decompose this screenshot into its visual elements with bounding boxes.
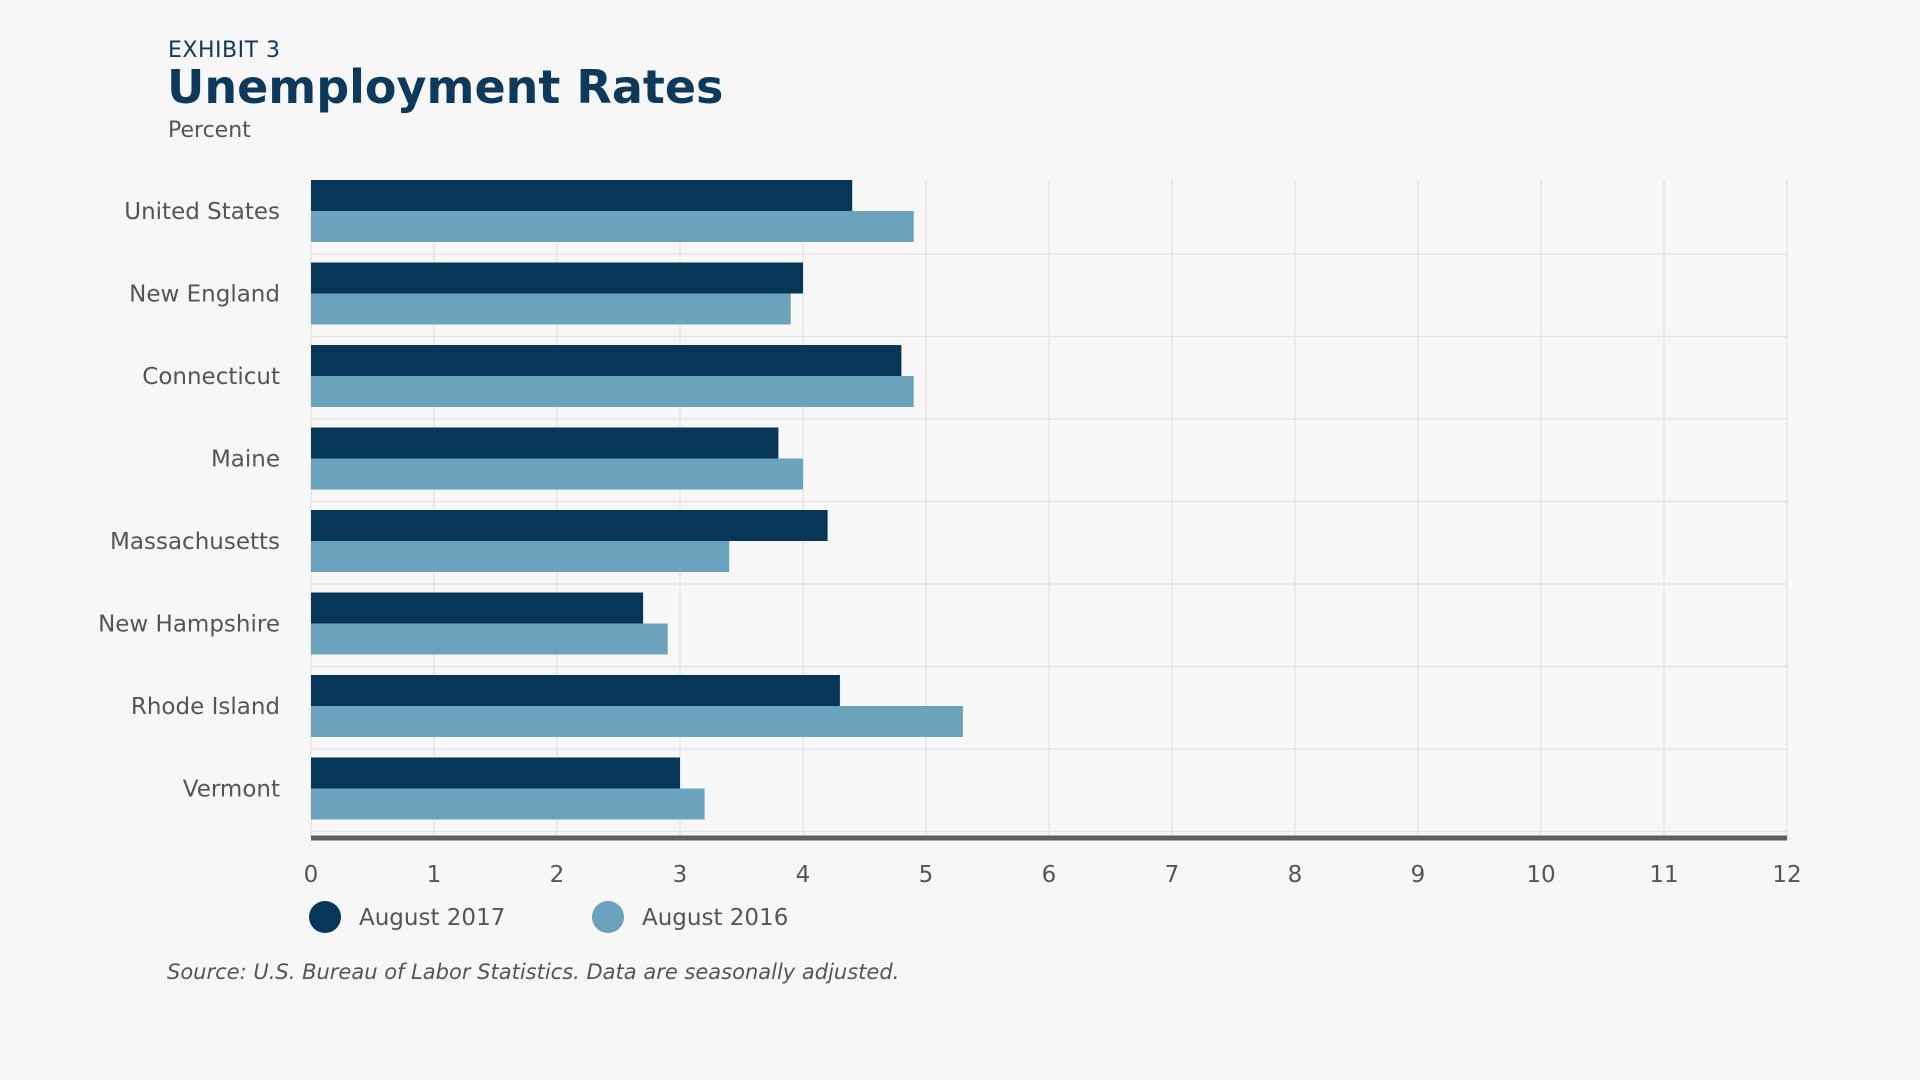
legend: August 2017 August 2016 [309,901,788,933]
category-labels: United States New England Connecticut Maine… [98,199,280,803]
category-label: Maine [211,447,280,473]
chart-subtitle: Percent [168,118,251,143]
bar-2016 [311,458,803,490]
bar-2016 [311,706,963,737]
bars [311,180,963,820]
x-tick-label: 9 [1411,862,1426,888]
x-tick-label: 7 [1165,862,1180,888]
x-tick-label: 12 [1772,862,1801,888]
source-note: Source: U.S. Bureau of Labor Statistics.… [167,960,900,984]
bar-2016 [311,788,705,820]
x-tick-label: 10 [1526,862,1555,888]
legend-swatch [592,901,624,933]
x-tick-label: 4 [796,862,811,888]
x-axis: 0 1 2 3 4 5 6 7 8 9 10 11 12 [304,835,1802,888]
bar-2016 [311,293,791,325]
x-tick-label: 3 [673,862,688,888]
category-label: New England [129,282,280,308]
chart-title: Unemployment Rates [167,60,724,114]
legend-label: August 2016 [642,905,788,931]
bar-2017 [311,757,680,789]
bar-2017 [311,592,644,624]
category-label: Massachusetts [110,529,280,555]
bar-2017 [311,262,803,294]
x-tick-label: 2 [550,862,565,888]
category-label: New Hampshire [98,612,280,638]
bar-2017 [311,345,902,376]
category-label: Rhode Island [131,694,280,720]
legend-swatch [309,901,341,933]
exhibit-label: EXHIBIT 3 [168,38,281,63]
x-tick-label: 8 [1288,862,1303,888]
bar-2017 [311,427,779,459]
x-tick-label: 11 [1649,862,1678,888]
bar-2017 [311,180,853,211]
bar-2017 [311,675,840,706]
x-tick-label: 0 [304,862,319,888]
x-tick-label: 6 [1042,862,1057,888]
x-tick-label: 1 [427,862,442,888]
category-label: Connecticut [142,364,280,390]
bar-2016 [311,541,730,572]
bar-2017 [311,510,828,541]
category-label: Vermont [183,777,280,803]
legend-label: August 2017 [359,905,505,931]
category-label: United States [124,199,280,225]
bar-2016 [311,211,914,242]
x-tick-label: 5 [919,862,934,888]
bar-2016 [311,623,668,655]
bar-2016 [311,376,914,407]
